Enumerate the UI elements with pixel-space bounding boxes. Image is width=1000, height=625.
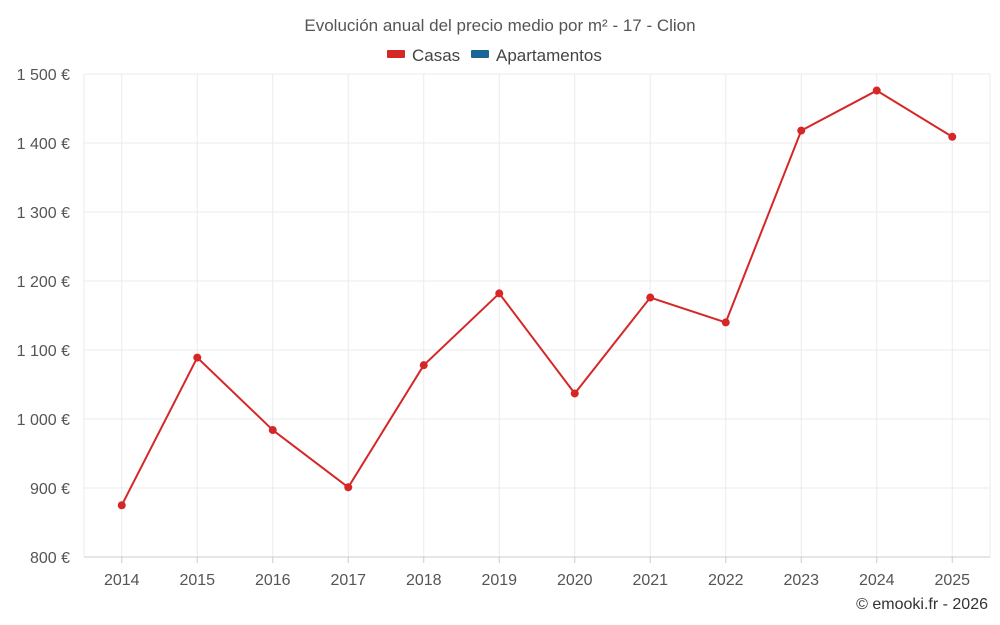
- y-tick-label: 900 €: [30, 481, 70, 498]
- data-point-2021[interactable]: [646, 293, 655, 302]
- x-tick-label: 2024: [859, 572, 895, 589]
- y-tick-label: 1 400 €: [17, 136, 70, 153]
- x-tick-label: 2014: [104, 572, 140, 589]
- series-line-casas: [120, 89, 953, 506]
- x-tick-label: 2025: [934, 572, 970, 589]
- data-point-2015[interactable]: [193, 353, 202, 362]
- x-tick-label: 2021: [632, 572, 668, 589]
- legend: Casas Apartamentos: [387, 46, 602, 65]
- grid: [83, 73, 991, 558]
- x-tick-label: 2019: [481, 572, 517, 589]
- x-tick-label: 2023: [783, 572, 819, 589]
- legend-swatch-casas: [387, 50, 405, 58]
- y-tick-label: 1 100 €: [17, 343, 70, 360]
- legend-item-apartamentos[interactable]: Apartamentos: [471, 46, 602, 65]
- x-tick-label: 2016: [255, 572, 291, 589]
- y-tick-label: 1 300 €: [17, 205, 70, 222]
- x-axis-ticks: 2014 2015 2016 2017 2018 2019 2020 2021 2022 2023…: [104, 572, 970, 589]
- data-point-2025[interactable]: [948, 132, 957, 141]
- y-tick-label: 800 €: [30, 550, 70, 567]
- axes: [84, 556, 990, 563]
- legend-swatch-apartamentos: [471, 50, 489, 58]
- data-point-2019[interactable]: [495, 289, 504, 298]
- x-tick-label: 2015: [179, 572, 215, 589]
- y-axis-ticks: 800 € 900 € 1 000 € 1 100 € 1 200 € 1 300 € 1 …: [17, 67, 70, 567]
- legend-label-casas: Casas: [412, 46, 460, 65]
- data-point-2020[interactable]: [570, 389, 579, 398]
- credit-text: © emooki.fr - 2026: [856, 596, 988, 613]
- legend-item-casas[interactable]: Casas: [387, 46, 460, 65]
- data-point-2018[interactable]: [419, 361, 428, 370]
- data-point-2022[interactable]: [721, 318, 730, 327]
- y-tick-label: 1 000 €: [17, 412, 70, 429]
- data-point-2024[interactable]: [872, 86, 881, 95]
- chart-title: Evolución anual del precio medio por m² …: [304, 16, 695, 35]
- series-casas: [117, 86, 957, 510]
- data-point-2023[interactable]: [797, 126, 806, 135]
- x-tick-label: 2018: [406, 572, 442, 589]
- x-tick-label: 2017: [330, 572, 366, 589]
- y-tick-label: 1 500 €: [17, 67, 70, 84]
- data-point-2017[interactable]: [344, 483, 353, 492]
- y-tick-label: 1 200 €: [17, 274, 70, 291]
- x-tick-label: 2020: [557, 572, 593, 589]
- x-tick-label: 2022: [708, 572, 744, 589]
- legend-label-apartamentos: Apartamentos: [496, 46, 602, 65]
- data-point-2016[interactable]: [268, 426, 277, 435]
- data-point-2014[interactable]: [117, 501, 126, 510]
